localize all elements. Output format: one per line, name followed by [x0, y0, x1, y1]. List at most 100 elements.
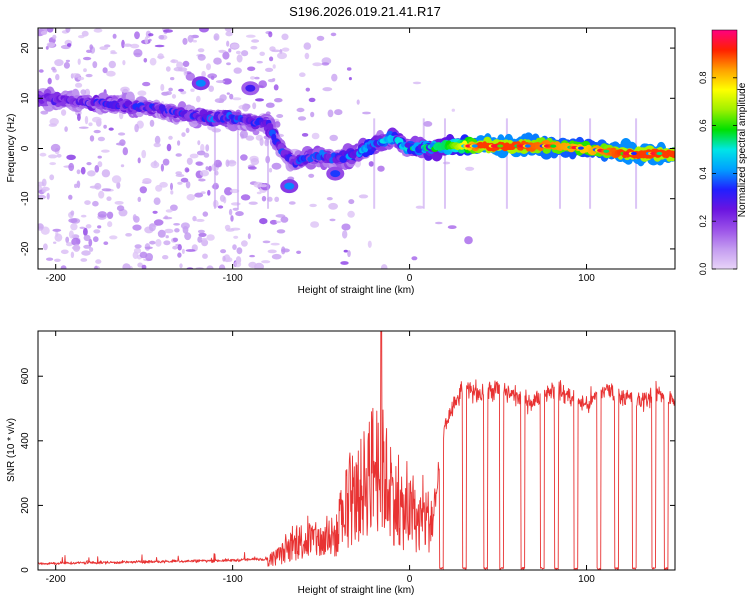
- spectrogram-noise-mark: [309, 203, 317, 208]
- spectrogram-noise-mark: [65, 59, 70, 63]
- spectrogram-noise-mark: [68, 194, 73, 200]
- spectrogram-noise-mark: [258, 80, 268, 89]
- spectrogram-noise-mark: [122, 147, 128, 156]
- spectrogram-noise-mark: [143, 58, 148, 63]
- spectrogram-noise-mark: [164, 215, 169, 220]
- spectrogram-noise-mark: [89, 185, 99, 189]
- spectrogram-noise-mark: [106, 211, 114, 219]
- spectrogram-noise-mark: [88, 238, 93, 247]
- spectrogram-noise-mark: [148, 223, 156, 232]
- spectrogram-noise-mark: [153, 197, 161, 205]
- spectrogram-noise-mark: [230, 215, 234, 222]
- spectrogram-noise-mark: [240, 194, 251, 201]
- spectrogram-noise-mark: [301, 133, 309, 137]
- spectrogram-noise-mark: [101, 188, 112, 192]
- colorbar-tick-label: 0.8: [698, 72, 708, 85]
- spectrogram-noise-mark: [380, 264, 388, 269]
- spectrogram-noise-mark: [185, 181, 191, 189]
- spectrogram-noise-mark: [226, 62, 231, 66]
- snr-y-label: SNR (10 * v/v): [6, 418, 17, 482]
- spectrogram-core-mark: [577, 146, 584, 150]
- spectrogram-noise-mark: [122, 263, 131, 269]
- spectrogram-noise-mark: [176, 61, 184, 69]
- spectrogram-noise-mark: [259, 137, 264, 146]
- spectrogram-noise-mark: [177, 244, 182, 251]
- spectrogram-streak: [505, 118, 508, 209]
- spectrogram-noise-mark: [218, 264, 226, 269]
- spectrogram-noise-mark: [141, 264, 147, 269]
- spectrogram-noise-mark: [75, 82, 83, 88]
- spectrogram-noise-mark: [137, 262, 143, 268]
- spectrogram-noise-mark: [198, 178, 206, 182]
- spectrogram-noise-mark: [149, 119, 155, 127]
- spectrogram-noise-mark: [134, 244, 142, 249]
- spectrogram-noise-mark: [61, 109, 67, 116]
- spectrogram-noise-mark: [217, 205, 224, 209]
- spectrogram-noise-mark: [197, 229, 205, 234]
- spectrogram-noise-mark: [70, 223, 78, 231]
- spectrogram-noise-mark: [139, 186, 147, 194]
- spectrogram-noise-mark: [220, 249, 227, 254]
- spectrogram-noise-mark: [163, 29, 173, 33]
- spectrogram-noise-mark: [116, 181, 121, 189]
- spectrogram-noise-mark: [230, 227, 241, 231]
- spectrogram-noise-mark: [160, 83, 165, 92]
- spectrogram-noise-mark: [54, 258, 61, 262]
- spectrogram-noise-mark: [277, 52, 287, 60]
- spectrogram-noise-mark: [192, 215, 197, 222]
- spectrogram-noise-mark: [330, 32, 337, 37]
- spectrogram-noise-mark: [87, 170, 96, 177]
- spectrogram-noise-mark: [175, 171, 182, 176]
- spectrogram-noise-mark: [367, 240, 372, 248]
- spectrogram-noise-mark: [84, 200, 91, 206]
- spectrogram-x-tick-label: -200: [46, 273, 66, 284]
- spectrogram-noise-mark: [89, 44, 93, 50]
- spectrogram-noise-mark: [245, 34, 256, 38]
- spectrogram-noise-mark: [46, 42, 56, 48]
- spectrogram-noise-mark: [77, 76, 85, 81]
- spectrogram-y-tick-label: 10: [20, 92, 31, 104]
- spectrogram-noise-mark: [81, 250, 91, 256]
- spectrogram-noise-mark: [80, 214, 87, 218]
- spectrogram-noise-mark: [308, 97, 316, 103]
- spectrogram-noise-mark: [218, 50, 225, 54]
- spectrogram-noise-mark: [134, 123, 139, 133]
- spectrogram-core-mark: [603, 149, 610, 153]
- spectrogram-noise-mark: [189, 153, 199, 159]
- spectrogram-noise-mark: [183, 70, 188, 76]
- spectrogram-y-tick-label: 0: [20, 145, 31, 151]
- spectrogram-noise-mark: [241, 50, 249, 57]
- spectrogram-noise-mark: [92, 116, 102, 123]
- spectrogram-noise-mark: [271, 253, 282, 260]
- spectrogram-noise-mark: [74, 183, 78, 189]
- spectrogram-noise-mark: [38, 226, 44, 229]
- spectrogram-noise-mark: [65, 28, 71, 33]
- spectrogram-y-tick-label: 20: [20, 42, 31, 54]
- spectrogram-ridge-mark: [266, 122, 274, 130]
- spectrogram-noise-mark: [120, 164, 125, 168]
- spectrogram-noise-mark: [199, 170, 209, 177]
- spectrogram-noise-mark: [121, 39, 125, 49]
- spectrogram-noise-mark: [322, 87, 333, 92]
- spectrogram-noise-mark: [222, 51, 230, 60]
- spectrogram-noise-mark: [39, 152, 47, 157]
- spectrogram-noise-mark: [329, 218, 336, 222]
- spectrogram-noise-mark: [261, 260, 271, 264]
- spectrogram-core-mark: [550, 144, 557, 148]
- spectrogram-noise-mark: [272, 78, 276, 81]
- spectrogram-x-tick-label: 100: [578, 273, 595, 284]
- spectrogram-noise-mark: [64, 126, 68, 132]
- spectrogram-noise-mark: [93, 236, 99, 243]
- spectrogram-noise-mark: [310, 111, 315, 118]
- spectrogram-noise-mark: [281, 47, 290, 52]
- spectrogram-noise-mark: [86, 162, 92, 166]
- spectrogram-noise-mark: [185, 249, 196, 252]
- spectrogram-noise-mark: [83, 244, 91, 249]
- spectrogram-noise-mark: [184, 232, 192, 241]
- spectrogram-noise-mark: [56, 153, 62, 158]
- spectrogram-noise-mark: [308, 173, 315, 178]
- spectrogram-blob-core: [284, 182, 295, 190]
- spectrogram-noise-mark: [54, 59, 64, 67]
- spectrogram-noise-mark: [98, 190, 105, 199]
- spectrogram-noise-mark: [132, 224, 142, 231]
